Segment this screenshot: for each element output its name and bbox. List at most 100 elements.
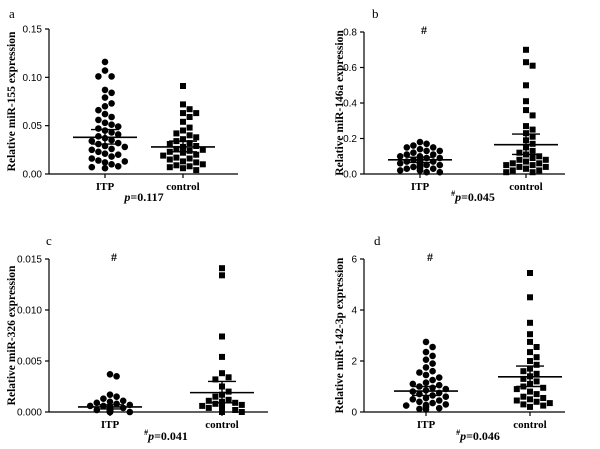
y-tick-label: 0.015 (17, 255, 42, 266)
point-ITP (101, 119, 109, 127)
panel-letter: d (374, 233, 381, 248)
point-control (520, 401, 527, 408)
point-ITP (416, 369, 423, 376)
p-prefix: # (456, 428, 460, 437)
point-ITP (108, 89, 115, 97)
point-control (503, 162, 510, 169)
x-tick-label: control (205, 419, 238, 431)
point-ITP (442, 393, 450, 401)
x-tick-label: ITP (96, 181, 115, 193)
y-tick-label: 0.4 (343, 99, 357, 110)
point-ITP (423, 161, 430, 169)
point-control (523, 165, 529, 172)
point-ITP (416, 398, 423, 406)
point-control (533, 361, 540, 368)
point-ITP (429, 399, 436, 407)
point-ITP (416, 167, 424, 174)
point-ITP (422, 371, 430, 379)
point-control (232, 407, 239, 413)
x-tick-label: control (509, 181, 542, 193)
point-control (516, 156, 523, 163)
point-ITP (121, 143, 129, 151)
y-axis-label: Relative miR-142-3p expression (334, 257, 346, 413)
point-control (166, 141, 173, 147)
point-control (180, 136, 186, 143)
point-ITP (435, 374, 443, 381)
point-ITP (108, 121, 115, 128)
point-ITP (86, 402, 94, 410)
point-control (536, 153, 543, 160)
point-control (527, 331, 533, 338)
point-control (180, 149, 186, 156)
point-ITP (108, 136, 115, 144)
point-ITP (108, 129, 115, 136)
point-ITP (88, 137, 96, 145)
point-control (527, 388, 533, 395)
point-control (527, 403, 533, 410)
significance-hash: # (111, 250, 117, 264)
point-control (219, 353, 225, 360)
point-control (186, 147, 193, 154)
point-control (513, 397, 520, 404)
panel-letter: a (9, 6, 15, 21)
point-control (513, 386, 520, 393)
point-ITP (101, 150, 109, 157)
point-control (529, 133, 536, 140)
point-ITP (422, 394, 430, 402)
point-ITP (95, 148, 102, 156)
point-ITP (436, 168, 444, 176)
point-control (527, 319, 533, 326)
point-control (238, 409, 245, 415)
point-control (199, 161, 206, 168)
point-control (516, 163, 523, 170)
point-ITP (409, 396, 417, 403)
y-tick-label: 6 (351, 255, 357, 266)
point-ITP (121, 158, 129, 165)
point-ITP (429, 343, 436, 351)
p-number: =0.041 (154, 429, 188, 443)
point-control (180, 110, 186, 117)
point-ITP (126, 408, 134, 416)
point-ITP (396, 153, 404, 160)
point-ITP (416, 145, 424, 153)
point-control (212, 393, 219, 400)
point-control (523, 59, 529, 66)
y-tick-label: 0 (351, 408, 357, 419)
point-ITP (429, 376, 436, 384)
point-control (173, 154, 180, 161)
point-control (193, 134, 200, 141)
point-control (199, 146, 206, 153)
point-ITP (113, 373, 120, 380)
point-ITP (114, 163, 122, 170)
point-control (533, 370, 540, 377)
point-control (533, 398, 540, 405)
point-ITP (396, 160, 404, 167)
point-control (219, 370, 225, 377)
point-ITP (108, 161, 115, 168)
panel-a: a 0.00 0.05 0.10 0.15 Relative miR-155 expres… (6, 6, 238, 204)
point-control (516, 149, 523, 156)
y-tick-label: 0.005 (17, 357, 42, 368)
significance-hash: # (421, 23, 427, 37)
point-ITP (101, 58, 109, 66)
point-control (199, 402, 206, 409)
point-ITP (423, 168, 430, 176)
point-control (520, 375, 527, 382)
point-control (219, 409, 225, 415)
point-ITP (429, 360, 436, 367)
p-value-label: #p=0.046 (456, 428, 500, 443)
point-control (527, 349, 533, 356)
point-control (225, 396, 232, 403)
point-ITP (422, 379, 430, 387)
point-control (186, 124, 193, 131)
point-ITP (113, 393, 120, 401)
point-ITP (422, 356, 430, 364)
point-control (205, 397, 212, 404)
point-ITP (422, 406, 430, 413)
y-axis-label: Relative miR-155 expression (6, 31, 18, 171)
point-ITP (436, 147, 444, 155)
p-var: p (459, 429, 466, 443)
panel-d: d 0 2 4 6 Relative miR-142-3p expression ITP co… (334, 233, 565, 443)
point-ITP (119, 404, 127, 412)
